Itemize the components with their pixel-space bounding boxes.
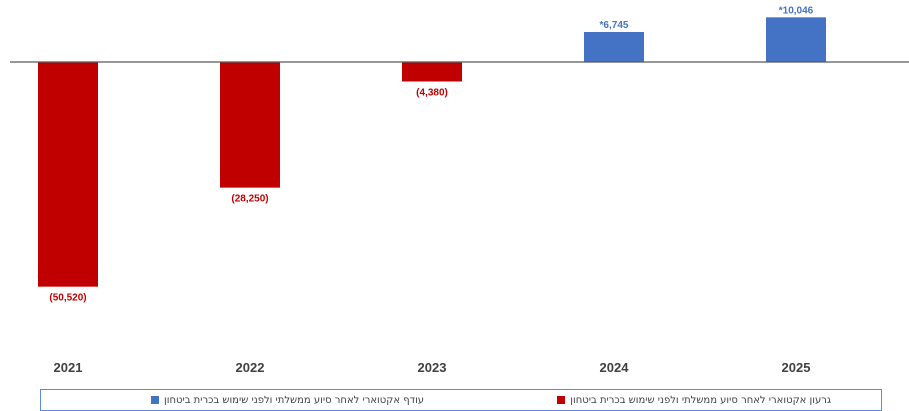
data-labels-group: (50,520) (28,250) (4,380) *6,745 *10,046: [49, 5, 813, 303]
bars-group: [38, 17, 826, 287]
data-label-2024: *6,745: [600, 20, 629, 31]
legend-swatch-deficit: [557, 396, 566, 404]
bar-2024: [584, 32, 644, 62]
data-label-2023: (4,380): [416, 87, 448, 98]
x-tick-label-2022: 2022: [236, 360, 265, 375]
x-tick-label-2024: 2024: [600, 360, 630, 375]
legend-swatch-surplus: [151, 396, 159, 404]
x-tick-label-2021: 2021: [54, 360, 83, 375]
bar-2025: [766, 17, 826, 62]
legend-item-deficit: גרעון אקטוארי לאחר סיוע ממשלתי ולפני שימ…: [557, 395, 831, 406]
bar-2021: [38, 62, 98, 287]
data-label-2025: *10,046: [779, 5, 814, 16]
legend-label-surplus: עודף אקטוארי לאחר סיוע ממשלתי ולפני שימו…: [164, 394, 425, 406]
x-tick-label-2025: 2025: [782, 360, 811, 375]
legend: עודף אקטוארי לאחר סיוע ממשלתי ולפני שימו…: [40, 389, 882, 411]
legend-item-surplus: עודף אקטוארי לאחר סיוע ממשלתי ולפני שימו…: [151, 395, 424, 406]
bar-2022: [220, 62, 280, 188]
data-label-2021: (50,520): [49, 293, 86, 304]
x-tick-labels-group: 2021 2022 2023 2024 2025: [54, 360, 811, 375]
x-tick-label-2023: 2023: [418, 360, 447, 375]
bar-2023: [402, 62, 462, 82]
data-label-2022: (28,250): [231, 194, 268, 205]
legend-label-deficit: גרעון אקטוארי לאחר סיוע ממשלתי ולפני שימ…: [570, 394, 831, 406]
